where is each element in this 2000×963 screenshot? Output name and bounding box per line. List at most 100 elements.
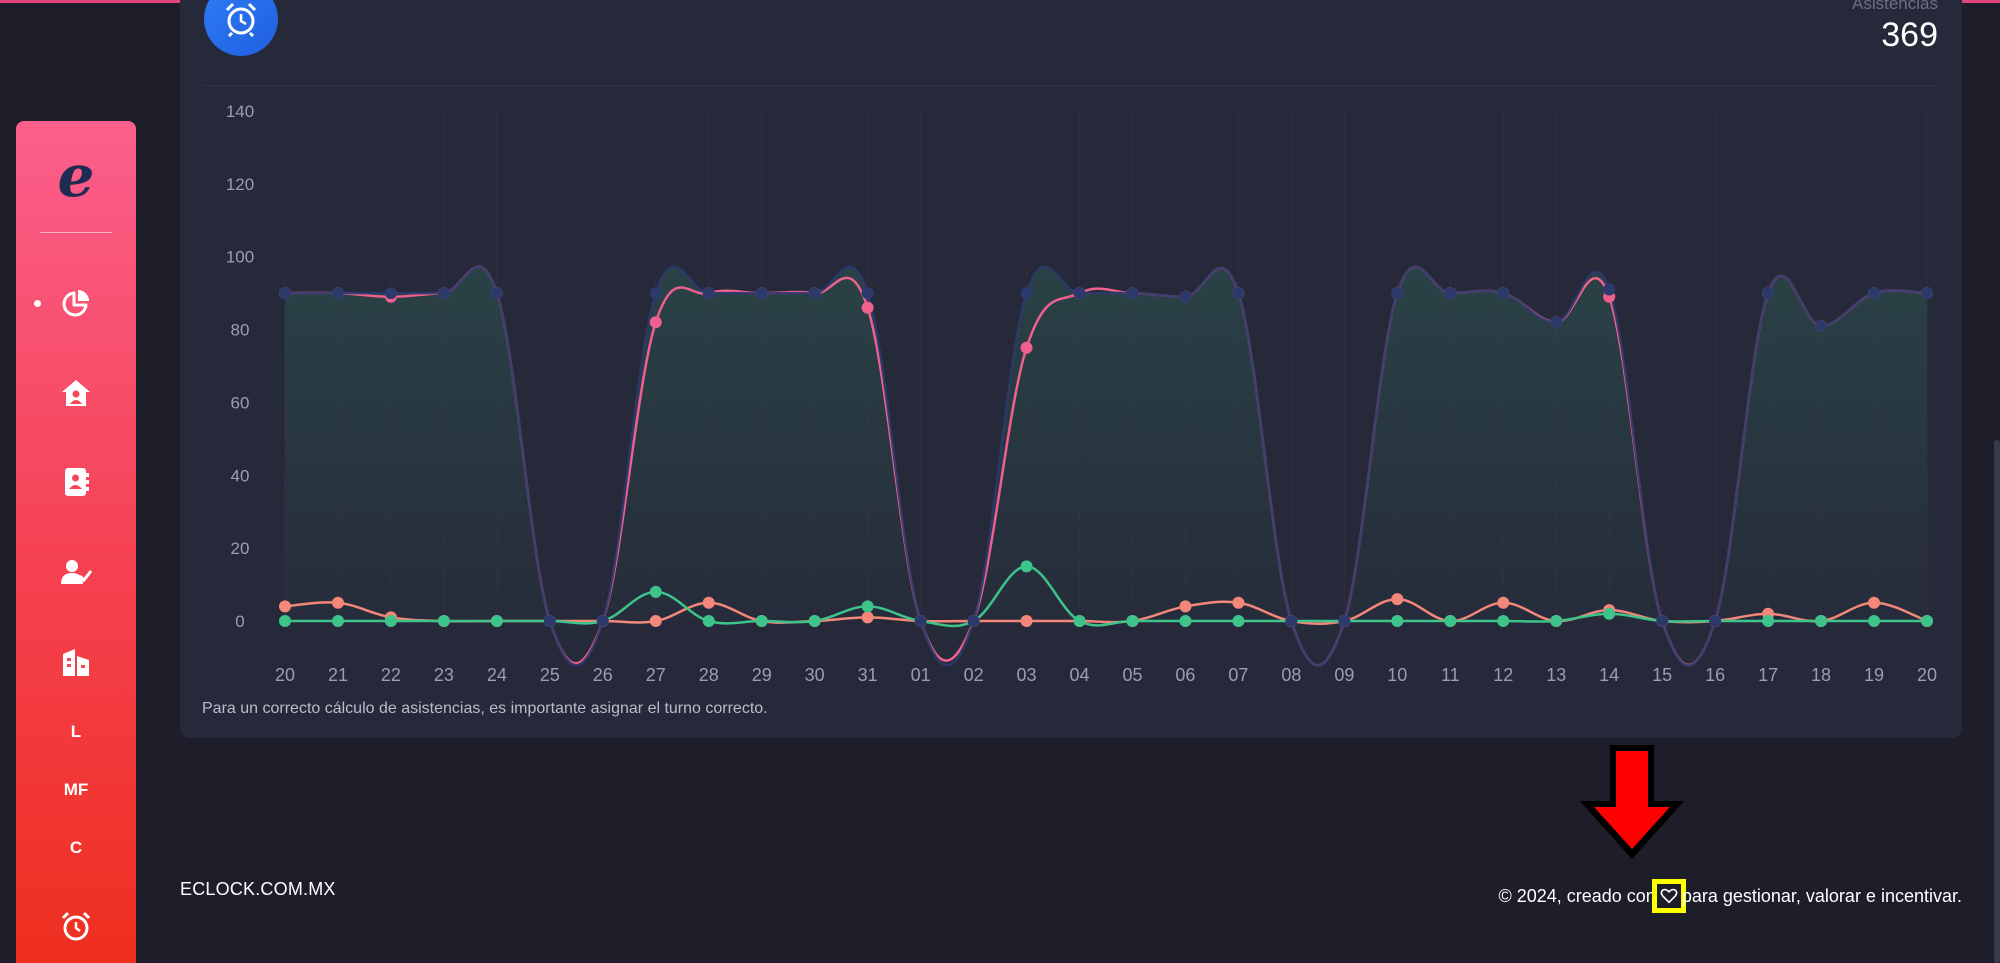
x-tick-label: 01: [911, 665, 931, 685]
data-point: [437, 615, 450, 627]
logo-letter: e: [57, 142, 95, 210]
data-point: [1020, 560, 1033, 573]
x-tick-label: 06: [1175, 665, 1195, 685]
x-tick-label: 22: [381, 665, 401, 685]
data-point: [1073, 615, 1086, 627]
data-point: [437, 287, 450, 300]
sidebar-item-buildings[interactable]: [16, 634, 136, 690]
heart-highlight-box: [1651, 879, 1686, 913]
data-point: [490, 287, 503, 300]
data-point: [1868, 596, 1881, 609]
data-point: [1126, 615, 1139, 627]
data-point: [331, 596, 344, 609]
data-point: [1762, 287, 1775, 300]
data-point: [279, 287, 291, 300]
footer-credits: © 2024, creado con para gestionar, valor…: [1498, 879, 1962, 913]
data-point: [1020, 341, 1033, 354]
data-point: [914, 615, 927, 627]
x-tick-label: 15: [1652, 665, 1672, 685]
data-point: [1179, 290, 1192, 303]
sidebar-item-c[interactable]: C: [69, 838, 83, 857]
data-point: [1338, 615, 1351, 627]
data-point: [649, 585, 662, 598]
annotation-arrow-down: [1580, 745, 1684, 859]
user-check-icon: [61, 560, 92, 584]
sidebar-item-l[interactable]: L: [70, 722, 82, 741]
data-point: [1444, 615, 1457, 627]
x-tick-label: 25: [540, 665, 560, 685]
x-tick-label: 12: [1493, 665, 1513, 685]
x-tick-label: 09: [1334, 665, 1354, 685]
data-point: [1921, 287, 1933, 300]
data-point: [861, 301, 874, 314]
y-tick-label: 120: [226, 175, 254, 194]
x-tick-label: 17: [1758, 665, 1778, 685]
data-point: [1444, 287, 1457, 300]
data-point: [1179, 600, 1192, 613]
data-point: [1232, 287, 1245, 300]
data-point: [1603, 283, 1616, 296]
sidebar-item-alarm[interactable]: [16, 898, 136, 954]
pie-chart-icon: [62, 290, 89, 317]
x-tick-label: 21: [328, 665, 348, 685]
sidebar-item-users[interactable]: [16, 544, 136, 600]
data-point: [1126, 287, 1139, 300]
sidebar-item-mf[interactable]: MF: [63, 780, 89, 799]
x-tick-label: 24: [487, 665, 507, 685]
x-tick-label: 11: [1441, 665, 1460, 685]
x-tick-label: 07: [1228, 665, 1248, 685]
data-point: [808, 287, 821, 300]
home-icon: [62, 380, 90, 406]
data-point: [1232, 615, 1245, 627]
x-tick-label: 28: [699, 665, 719, 685]
data-point: [1020, 615, 1033, 627]
x-tick-label: 27: [646, 665, 666, 685]
data-point: [1232, 596, 1245, 609]
series-area-fill: [285, 266, 1927, 666]
y-tick-label: 60: [231, 393, 250, 412]
sidebar-item-contacts[interactable]: [16, 454, 136, 510]
footer-site-link[interactable]: ECLOCK.COM.MX: [180, 879, 336, 899]
data-point: [543, 615, 556, 627]
data-point: [1868, 287, 1881, 300]
x-tick-label: 03: [1017, 665, 1037, 685]
data-point: [702, 596, 715, 609]
building-icon: [63, 649, 89, 676]
x-tick-label: 20: [275, 665, 295, 685]
x-tick-label: 04: [1070, 665, 1090, 685]
sidebar-item-home[interactable]: [16, 365, 136, 421]
alarm-clock-icon: [225, 2, 257, 38]
x-tick-label: 05: [1122, 665, 1142, 685]
footer-text-after: para gestionar, valorar e incentivar.: [1681, 885, 1962, 906]
x-tick-label: 20: [1917, 665, 1937, 685]
app-logo[interactable]: e: [16, 141, 136, 211]
sidebar-item-dashboard[interactable]: [16, 275, 136, 331]
data-point: [1179, 615, 1192, 627]
series-line-0: [285, 265, 1928, 667]
data-point: [279, 615, 291, 627]
data-point: [384, 615, 397, 627]
y-tick-label: 20: [231, 539, 250, 558]
page-scrollbar[interactable]: [1994, 440, 2000, 963]
data-point: [861, 287, 874, 300]
x-tick-label: 16: [1705, 665, 1725, 685]
active-indicator-dot: [34, 300, 41, 307]
data-point: [1497, 615, 1510, 627]
data-point: [1815, 319, 1828, 332]
data-point: [649, 316, 662, 329]
y-tick-label: 80: [231, 321, 250, 340]
data-point: [1709, 615, 1722, 627]
data-point: [861, 600, 874, 613]
data-point: [967, 615, 980, 627]
y-tick-label: 0: [235, 612, 244, 631]
data-point: [490, 615, 503, 627]
data-point: [755, 615, 768, 627]
y-tick-label: 100: [226, 248, 254, 267]
x-tick-label: 31: [858, 665, 878, 685]
heart-icon: [1660, 888, 1678, 904]
data-point: [1762, 615, 1775, 627]
attendance-count: 369: [1881, 16, 1938, 54]
x-tick-label: 29: [752, 665, 772, 685]
data-point: [331, 615, 344, 627]
x-tick-label: 23: [434, 665, 454, 685]
